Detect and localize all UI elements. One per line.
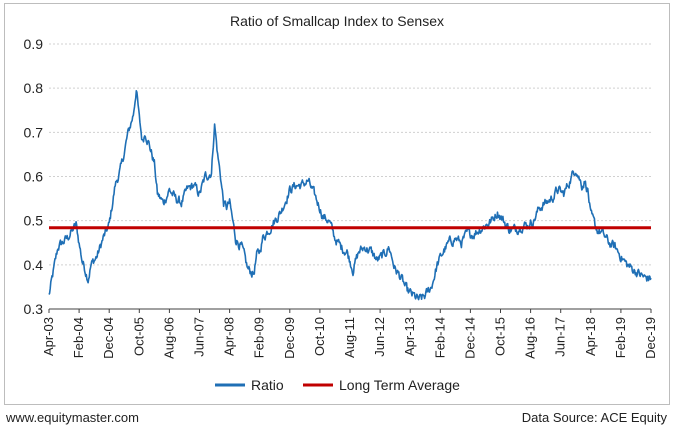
legend-ratio-label: Ratio: [251, 377, 284, 393]
grid-layer: [49, 43, 651, 266]
x-tick-label: Jun-17: [553, 317, 568, 357]
y-tick-label: 0.6: [24, 169, 44, 185]
chart-frame: Ratio of Smallcap Index to Sensex 0.3 0.4…: [4, 3, 670, 405]
ratio-line: [48, 90, 652, 301]
x-tick-label: Dec-19: [643, 317, 658, 359]
x-tick-label: Feb-14: [432, 317, 447, 358]
footer-source: Data Source: ACE Equity: [521, 410, 667, 425]
x-tick-label: Dec-14: [462, 317, 477, 359]
x-tick-label: Jun-07: [192, 317, 207, 357]
x-tick-label: Aug-16: [523, 317, 538, 359]
x-tick-label: Oct-10: [312, 317, 327, 356]
y-tick-label: 0.9: [24, 36, 44, 52]
x-tick-label: Dec-09: [282, 317, 297, 359]
x-axis: Apr-03 Feb-04 Dec-04 Oct-05 Aug-06 Jun-07 Apr-…: [41, 308, 658, 359]
x-tick-label: Jun-12: [372, 317, 387, 357]
x-tick-label: Apr-03: [41, 317, 56, 356]
x-tick-label: Feb-19: [613, 317, 628, 358]
ratio-chart: Ratio of Smallcap Index to Sensex 0.3 0.4…: [24, 13, 658, 393]
x-tick-label: Feb-04: [71, 317, 86, 358]
y-tick-label: 0.8: [24, 80, 44, 96]
x-tick-label: Oct-05: [131, 317, 146, 356]
y-tick-label: 0.4: [24, 257, 44, 273]
series-layer: [48, 90, 652, 301]
y-tick-label: 0.5: [24, 213, 44, 229]
legend: Ratio Long Term Average: [215, 377, 460, 393]
x-tick-label: Oct-15: [493, 317, 508, 356]
legend-average-label: Long Term Average: [339, 377, 460, 393]
footer-website: www.equitymaster.com: [6, 410, 139, 425]
x-tick-label: Aug-06: [161, 317, 176, 359]
x-tick-label: Aug-11: [342, 317, 357, 358]
x-tick-label: Apr-08: [222, 317, 237, 356]
x-tick-label: Apr-18: [583, 317, 598, 356]
x-tick-label: Feb-09: [252, 317, 267, 358]
chart-title: Ratio of Smallcap Index to Sensex: [230, 13, 444, 29]
y-tick-label: 0.3: [24, 301, 44, 317]
y-tick-label: 0.7: [24, 124, 44, 140]
x-tick-label: Apr-13: [402, 317, 417, 356]
x-tick-label: Dec-04: [101, 317, 116, 359]
y-axis: 0.3 0.4 0.5 0.6 0.7 0.8 0.9: [24, 36, 44, 317]
